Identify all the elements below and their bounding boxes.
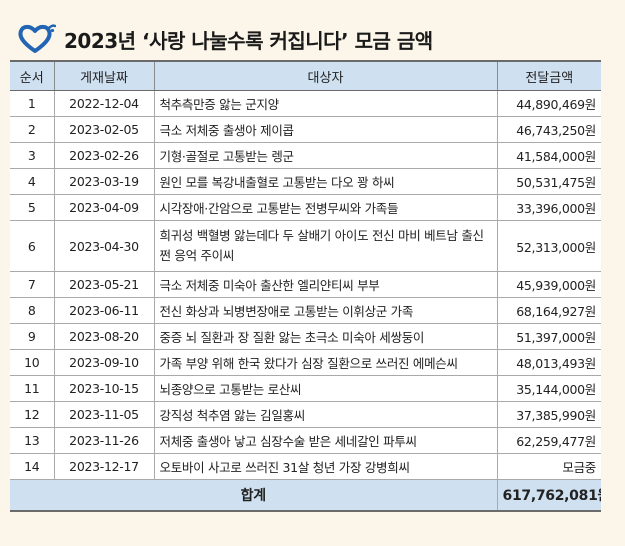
row-amount: 45,939,000원 xyxy=(496,271,601,298)
table-row: 8 2023-06-11 전신 화상과 뇌병변장애로 고통받는 이휘상군 가족 … xyxy=(10,297,601,324)
total-label: 합계 xyxy=(10,479,498,512)
row-number: 7 xyxy=(10,271,55,298)
row-target: 저체중 출생아 낳고 심장수술 받은 세네갈인 파투씨 xyxy=(153,427,498,454)
row-date: 2023-06-11 xyxy=(53,297,155,324)
total-amount: 617,762,081원 xyxy=(496,479,601,512)
header: 2023년 ‘사랑 나눌수록 커집니다’ 모금 금액 xyxy=(18,22,433,56)
row-date: 2023-05-21 xyxy=(53,271,155,298)
row-amount: 62,259,477원 xyxy=(496,427,601,454)
table-row: 3 2023-02-26 기형·골절로 고통받는 렝군 41,584,000원 xyxy=(10,142,601,169)
row-amount: 41,584,000원 xyxy=(496,142,601,169)
table-row: 14 2023-12-17 오토바이 사고로 쓰러진 31살 청년 가장 강병희… xyxy=(10,453,601,480)
row-amount: 35,144,000원 xyxy=(496,375,601,402)
row-date: 2023-09-10 xyxy=(53,349,155,376)
row-number: 3 xyxy=(10,142,55,169)
row-number: 2 xyxy=(10,116,55,143)
row-amount: 모금중 xyxy=(496,453,601,480)
donation-table: 순서 게재날짜 대상자 전달금액 1 2022-12-04 척추측만증 앓는 군… xyxy=(10,60,601,512)
row-target: 극소 저체중 출생아 제이콥 xyxy=(153,116,498,143)
row-target: 강직성 척추염 앓는 김일홍씨 xyxy=(153,401,498,428)
row-date: 2023-04-30 xyxy=(53,220,155,272)
row-target: 원인 모를 복강내출혈로 고통받는 다오 꽝 하씨 xyxy=(153,168,498,195)
row-target: 오토바이 사고로 쓰러진 31살 청년 가장 강병희씨 xyxy=(153,453,498,480)
row-number: 6 xyxy=(10,220,55,272)
row-number: 1 xyxy=(10,90,55,117)
total-row: 합계 617,762,081원 xyxy=(10,479,601,512)
table-row: 7 2023-05-21 극소 저체중 미숙아 출산한 엘리얀티씨 부부 45,… xyxy=(10,271,601,298)
table-row: 2 2023-02-05 극소 저체중 출생아 제이콥 46,743,250원 xyxy=(10,116,601,143)
page-title: 2023년 ‘사랑 나눌수록 커집니다’ 모금 금액 xyxy=(64,28,433,53)
row-number: 11 xyxy=(10,375,55,402)
row-number: 5 xyxy=(10,194,55,221)
row-amount: 48,013,493원 xyxy=(496,349,601,376)
row-date: 2023-02-05 xyxy=(53,116,155,143)
table-row: 12 2023-11-05 강직성 척추염 앓는 김일홍씨 37,385,990… xyxy=(10,401,601,428)
table-row: 13 2023-11-26 저체중 출생아 낳고 심장수술 받은 세네갈인 파투… xyxy=(10,427,601,454)
row-amount: 33,396,000원 xyxy=(496,194,601,221)
row-amount: 50,531,475원 xyxy=(496,168,601,195)
row-number: 9 xyxy=(10,323,55,350)
row-target: 기형·골절로 고통받는 렝군 xyxy=(153,142,498,169)
row-date: 2023-03-19 xyxy=(53,168,155,195)
column-header-date: 게재날짜 xyxy=(53,60,155,91)
row-date: 2023-11-05 xyxy=(53,401,155,428)
row-date: 2022-12-04 xyxy=(53,90,155,117)
row-target: 극소 저체중 미숙아 출산한 엘리얀티씨 부부 xyxy=(153,271,498,298)
row-date: 2023-10-15 xyxy=(53,375,155,402)
row-amount: 51,397,000원 xyxy=(496,323,601,350)
row-date: 2023-11-26 xyxy=(53,427,155,454)
row-number: 4 xyxy=(10,168,55,195)
column-header-no: 순서 xyxy=(10,60,55,91)
row-amount: 52,313,000원 xyxy=(496,220,601,272)
row-target: 시각장애·간암으로 고통받는 전병무씨와 가족들 xyxy=(153,194,498,221)
row-target: 뇌종양으로 고통받는 로산씨 xyxy=(153,375,498,402)
row-date: 2023-04-09 xyxy=(53,194,155,221)
heart-icon xyxy=(18,24,56,53)
table-row: 6 2023-04-30 희귀성 백혈병 앓는데다 두 살배기 아이도 전신 마… xyxy=(10,220,601,272)
table-row: 1 2022-12-04 척추측만증 앓는 군지양 44,890,469원 xyxy=(10,90,601,117)
row-target: 가족 부양 위해 한국 왔다가 심장 질환으로 쓰러진 에메슨씨 xyxy=(153,349,498,376)
row-number: 14 xyxy=(10,453,55,480)
row-amount: 68,164,927원 xyxy=(496,297,601,324)
row-target: 중증 뇌 질환과 장 질환 앓는 초극소 미숙아 세쌍둥이 xyxy=(153,323,498,350)
row-date: 2023-08-20 xyxy=(53,323,155,350)
table-row: 4 2023-03-19 원인 모를 복강내출혈로 고통받는 다오 꽝 하씨 5… xyxy=(10,168,601,195)
table-header-row: 순서 게재날짜 대상자 전달금액 xyxy=(10,60,601,91)
row-number: 13 xyxy=(10,427,55,454)
table-row: 10 2023-09-10 가족 부양 위해 한국 왔다가 심장 질환으로 쓰러… xyxy=(10,349,601,376)
column-header-target: 대상자 xyxy=(153,60,498,91)
row-target: 희귀성 백혈병 앓는데다 두 살배기 아이도 전신 마비 베트남 출신 쩐 응억… xyxy=(153,220,498,272)
row-amount: 46,743,250원 xyxy=(496,116,601,143)
row-number: 8 xyxy=(10,297,55,324)
table-row: 11 2023-10-15 뇌종양으로 고통받는 로산씨 35,144,000원 xyxy=(10,375,601,402)
row-amount: 44,890,469원 xyxy=(496,90,601,117)
row-target: 척추측만증 앓는 군지양 xyxy=(153,90,498,117)
row-amount: 37,385,990원 xyxy=(496,401,601,428)
row-date: 2023-02-26 xyxy=(53,142,155,169)
table-row: 9 2023-08-20 중증 뇌 질환과 장 질환 앓는 초극소 미숙아 세쌍… xyxy=(10,323,601,350)
row-date: 2023-12-17 xyxy=(53,453,155,480)
row-target: 전신 화상과 뇌병변장애로 고통받는 이휘상군 가족 xyxy=(153,297,498,324)
table-row: 5 2023-04-09 시각장애·간암으로 고통받는 전병무씨와 가족들 33… xyxy=(10,194,601,221)
row-number: 10 xyxy=(10,349,55,376)
column-header-amount: 전달금액 xyxy=(496,60,601,91)
row-number: 12 xyxy=(10,401,55,428)
